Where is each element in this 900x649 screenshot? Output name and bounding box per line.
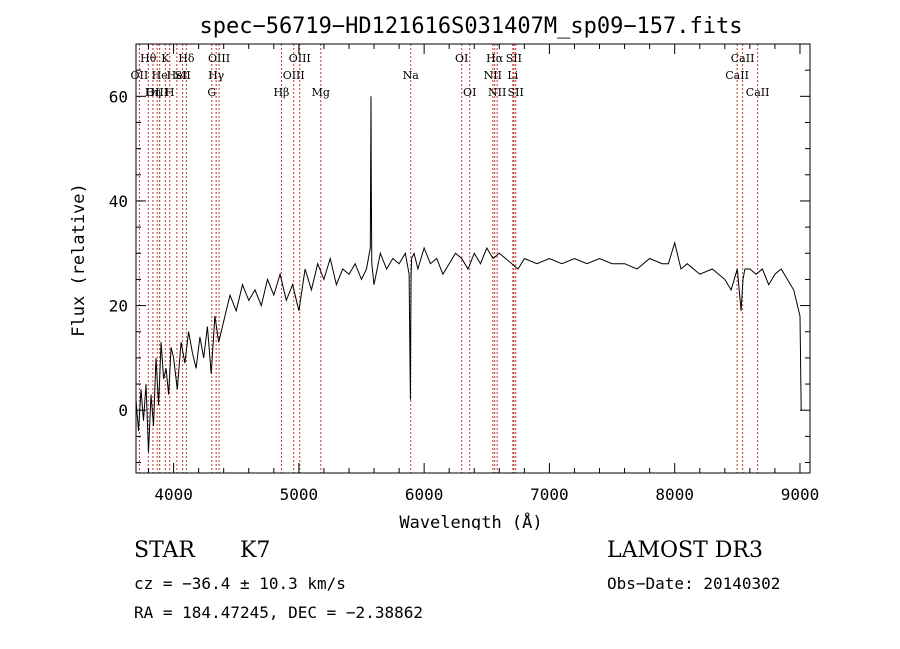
- spectral-line-markers: [138, 44, 759, 473]
- line-label-13: Hβ: [273, 86, 289, 99]
- y-tick-label-1: 20: [109, 297, 128, 316]
- line-label-16: Mg: [312, 86, 330, 99]
- line-label-8: SII: [174, 69, 190, 82]
- survey-name: LAMOST DR3: [607, 538, 763, 563]
- chart-title: spec−56719−HD121616S031407M_sp09−157.fit…: [199, 14, 742, 39]
- line-label-18: OI: [455, 52, 468, 65]
- spectrum-line: [135, 96, 802, 453]
- object-subclass: K7: [240, 538, 271, 563]
- line-label-7: HeI: [167, 69, 187, 82]
- x-tick-label-2: 6000: [405, 485, 444, 504]
- line-label-22: NII: [488, 86, 506, 99]
- line-label-10: G: [207, 86, 216, 99]
- line-label-21: Hα: [486, 52, 504, 65]
- line-label-28: CaII: [746, 86, 770, 99]
- line-label-23: Li: [507, 69, 518, 82]
- line-label-6: H: [165, 86, 175, 99]
- line-label-24: SII: [506, 52, 522, 65]
- line-label-5: K: [161, 52, 170, 65]
- line-label-4: Hη: [145, 86, 161, 99]
- y-tick-label-3: 60: [109, 87, 128, 106]
- spectral-line-labels: HθOIIOIIIHeHηKHHeISIIHδGHγOIIIHβOIIIOIII…: [131, 52, 770, 99]
- line-label-3: He: [152, 69, 168, 82]
- line-label-0: Hθ: [140, 52, 157, 65]
- line-label-27: CaII: [731, 52, 755, 65]
- observation-date: Obs−Date: 20140302: [607, 574, 781, 593]
- line-label-1: OII: [131, 69, 149, 82]
- spectrum-chart: spec−56719−HD121616S031407M_sp09−157.fit…: [69, 14, 820, 530]
- plot-frame: [135, 43, 811, 474]
- line-label-25: SII: [508, 86, 524, 99]
- line-label-19: OI: [463, 86, 476, 99]
- line-label-12: OIII: [208, 52, 230, 65]
- y-axis-ticks: 0 20 40 60: [109, 43, 810, 464]
- line-label-20: NII: [484, 69, 502, 82]
- x-axis-ticks: 4000 5000 6000 7000 8000 9000: [148, 44, 820, 504]
- line-label-26: CaII: [725, 69, 749, 82]
- line-label-17: Na: [403, 69, 420, 82]
- line-label-15: OIII: [289, 52, 311, 65]
- line-label-11: Hγ: [208, 69, 225, 82]
- object-class: STAR: [134, 538, 195, 563]
- x-tick-label-0: 4000: [154, 485, 193, 504]
- x-tick-label-3: 7000: [530, 485, 569, 504]
- y-axis-label: Flux (relative): [69, 183, 89, 337]
- x-tick-label-1: 5000: [280, 485, 319, 504]
- x-tick-label-4: 8000: [655, 485, 694, 504]
- line-label-2: OIII: [146, 86, 168, 99]
- line-label-9: Hδ: [178, 52, 195, 65]
- ra-dec-coordinates: RA = 184.47245, DEC = −2.38862: [134, 603, 423, 622]
- redshift-cz: cz = −36.4 ± 10.3 km/s: [134, 574, 346, 593]
- x-axis-label: Wavelength (Å): [399, 511, 542, 530]
- y-tick-label-2: 40: [109, 192, 128, 211]
- line-label-14: OIII: [283, 69, 305, 82]
- y-tick-label-0: 0: [118, 401, 128, 420]
- x-tick-label-5: 9000: [781, 485, 820, 504]
